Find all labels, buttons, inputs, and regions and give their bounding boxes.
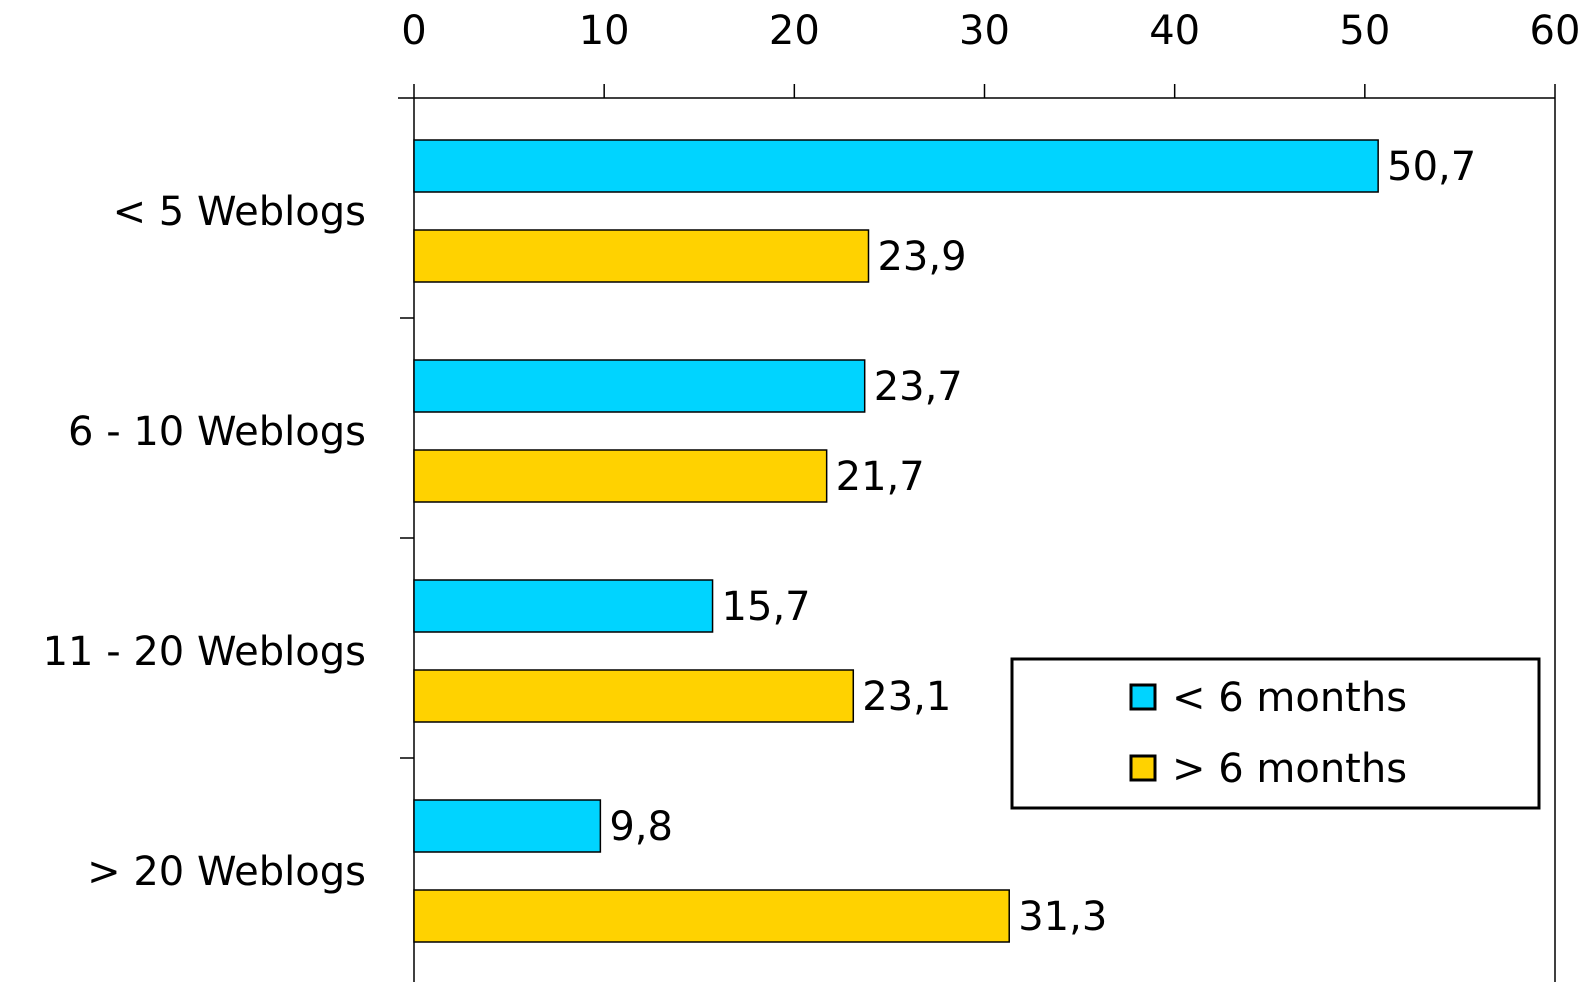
bar-under-6-months (413, 139, 1379, 193)
x-tick-label: 10 (579, 8, 630, 54)
data-label: 50,7 (1387, 144, 1476, 190)
bar-over-6-months (413, 669, 855, 723)
bar-over-6-months (413, 889, 1010, 943)
bars-layer: 50,7 23,7 15,7 9,8 23,9 21,7 23,1 31,3 (413, 139, 1476, 943)
x-tick-label: 30 (959, 8, 1010, 54)
data-label: 9,8 (609, 804, 673, 850)
x-tick-label: 20 (769, 8, 820, 54)
bar-under-6-months (413, 799, 602, 853)
x-tick-label: 50 (1339, 8, 1390, 54)
legend-label: < 6 months (1172, 675, 1407, 721)
axis-layer: 0 10 20 30 40 50 60 < 5 Weblogs 6 - 10 Weblogs 11… (43, 8, 1581, 982)
data-label: 23,9 (877, 234, 966, 280)
legend-swatch (1129, 683, 1157, 711)
data-label: 23,7 (874, 364, 963, 410)
chart-legend: < 6 months > 6 months (1010, 657, 1541, 810)
data-label: 31,3 (1018, 894, 1107, 940)
bar-under-6-months (413, 359, 866, 413)
bar-over-6-months (413, 229, 870, 283)
category-label: < 5 Weblogs (113, 189, 366, 235)
data-label: 15,7 (722, 584, 811, 630)
legend-box (1010, 657, 1541, 810)
bar-under-6-months (413, 579, 714, 633)
legend-swatch (1129, 754, 1157, 782)
data-label: 23,1 (862, 674, 951, 720)
x-tick-label: 60 (1530, 8, 1581, 54)
x-tick-label: 0 (401, 8, 426, 54)
bar-over-6-months (413, 449, 828, 503)
x-tick-label: 40 (1149, 8, 1200, 54)
category-label: > 20 Weblogs (87, 849, 366, 895)
legend-label: > 6 months (1172, 746, 1407, 792)
category-label: 6 - 10 Weblogs (68, 409, 366, 455)
data-label: 21,7 (836, 454, 925, 500)
category-label: 11 - 20 Weblogs (43, 629, 366, 675)
